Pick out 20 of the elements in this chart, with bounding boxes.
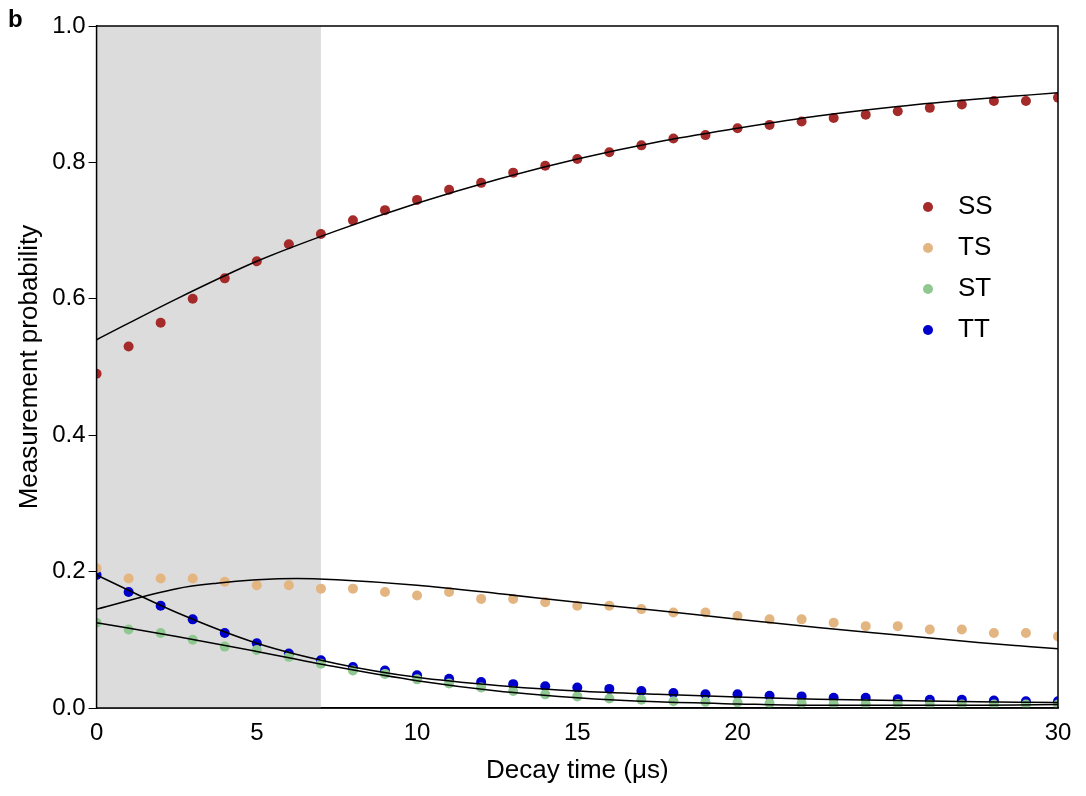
x-tick-label: 25 bbox=[884, 718, 912, 746]
x-tick-label: 15 bbox=[563, 718, 591, 746]
x-tick-label: 30 bbox=[1044, 718, 1072, 746]
legend-label: SS bbox=[958, 190, 993, 221]
x-tick-label: 0 bbox=[89, 718, 104, 746]
legend-label: TT bbox=[958, 313, 990, 344]
x-axis-title: Decay time (μs) bbox=[486, 753, 669, 784]
x-tick-label: 5 bbox=[250, 718, 264, 746]
legend-label: ST bbox=[958, 272, 992, 303]
text: b bbox=[8, 4, 23, 32]
y-tick-label: 1.0 bbox=[52, 10, 86, 38]
y-tick-label: 0.4 bbox=[52, 419, 86, 447]
x-tick-label: 20 bbox=[724, 718, 751, 746]
y-tick-label: 0.8 bbox=[52, 147, 86, 175]
y-tick-label: 0.2 bbox=[52, 556, 86, 584]
y-axis-title: Measurement probability bbox=[12, 224, 43, 510]
y-tick-label: 0.0 bbox=[52, 692, 86, 720]
x-tick-label: 10 bbox=[403, 718, 431, 746]
legend-label: TS bbox=[958, 231, 992, 262]
y-tick-label: 0.6 bbox=[52, 283, 86, 311]
